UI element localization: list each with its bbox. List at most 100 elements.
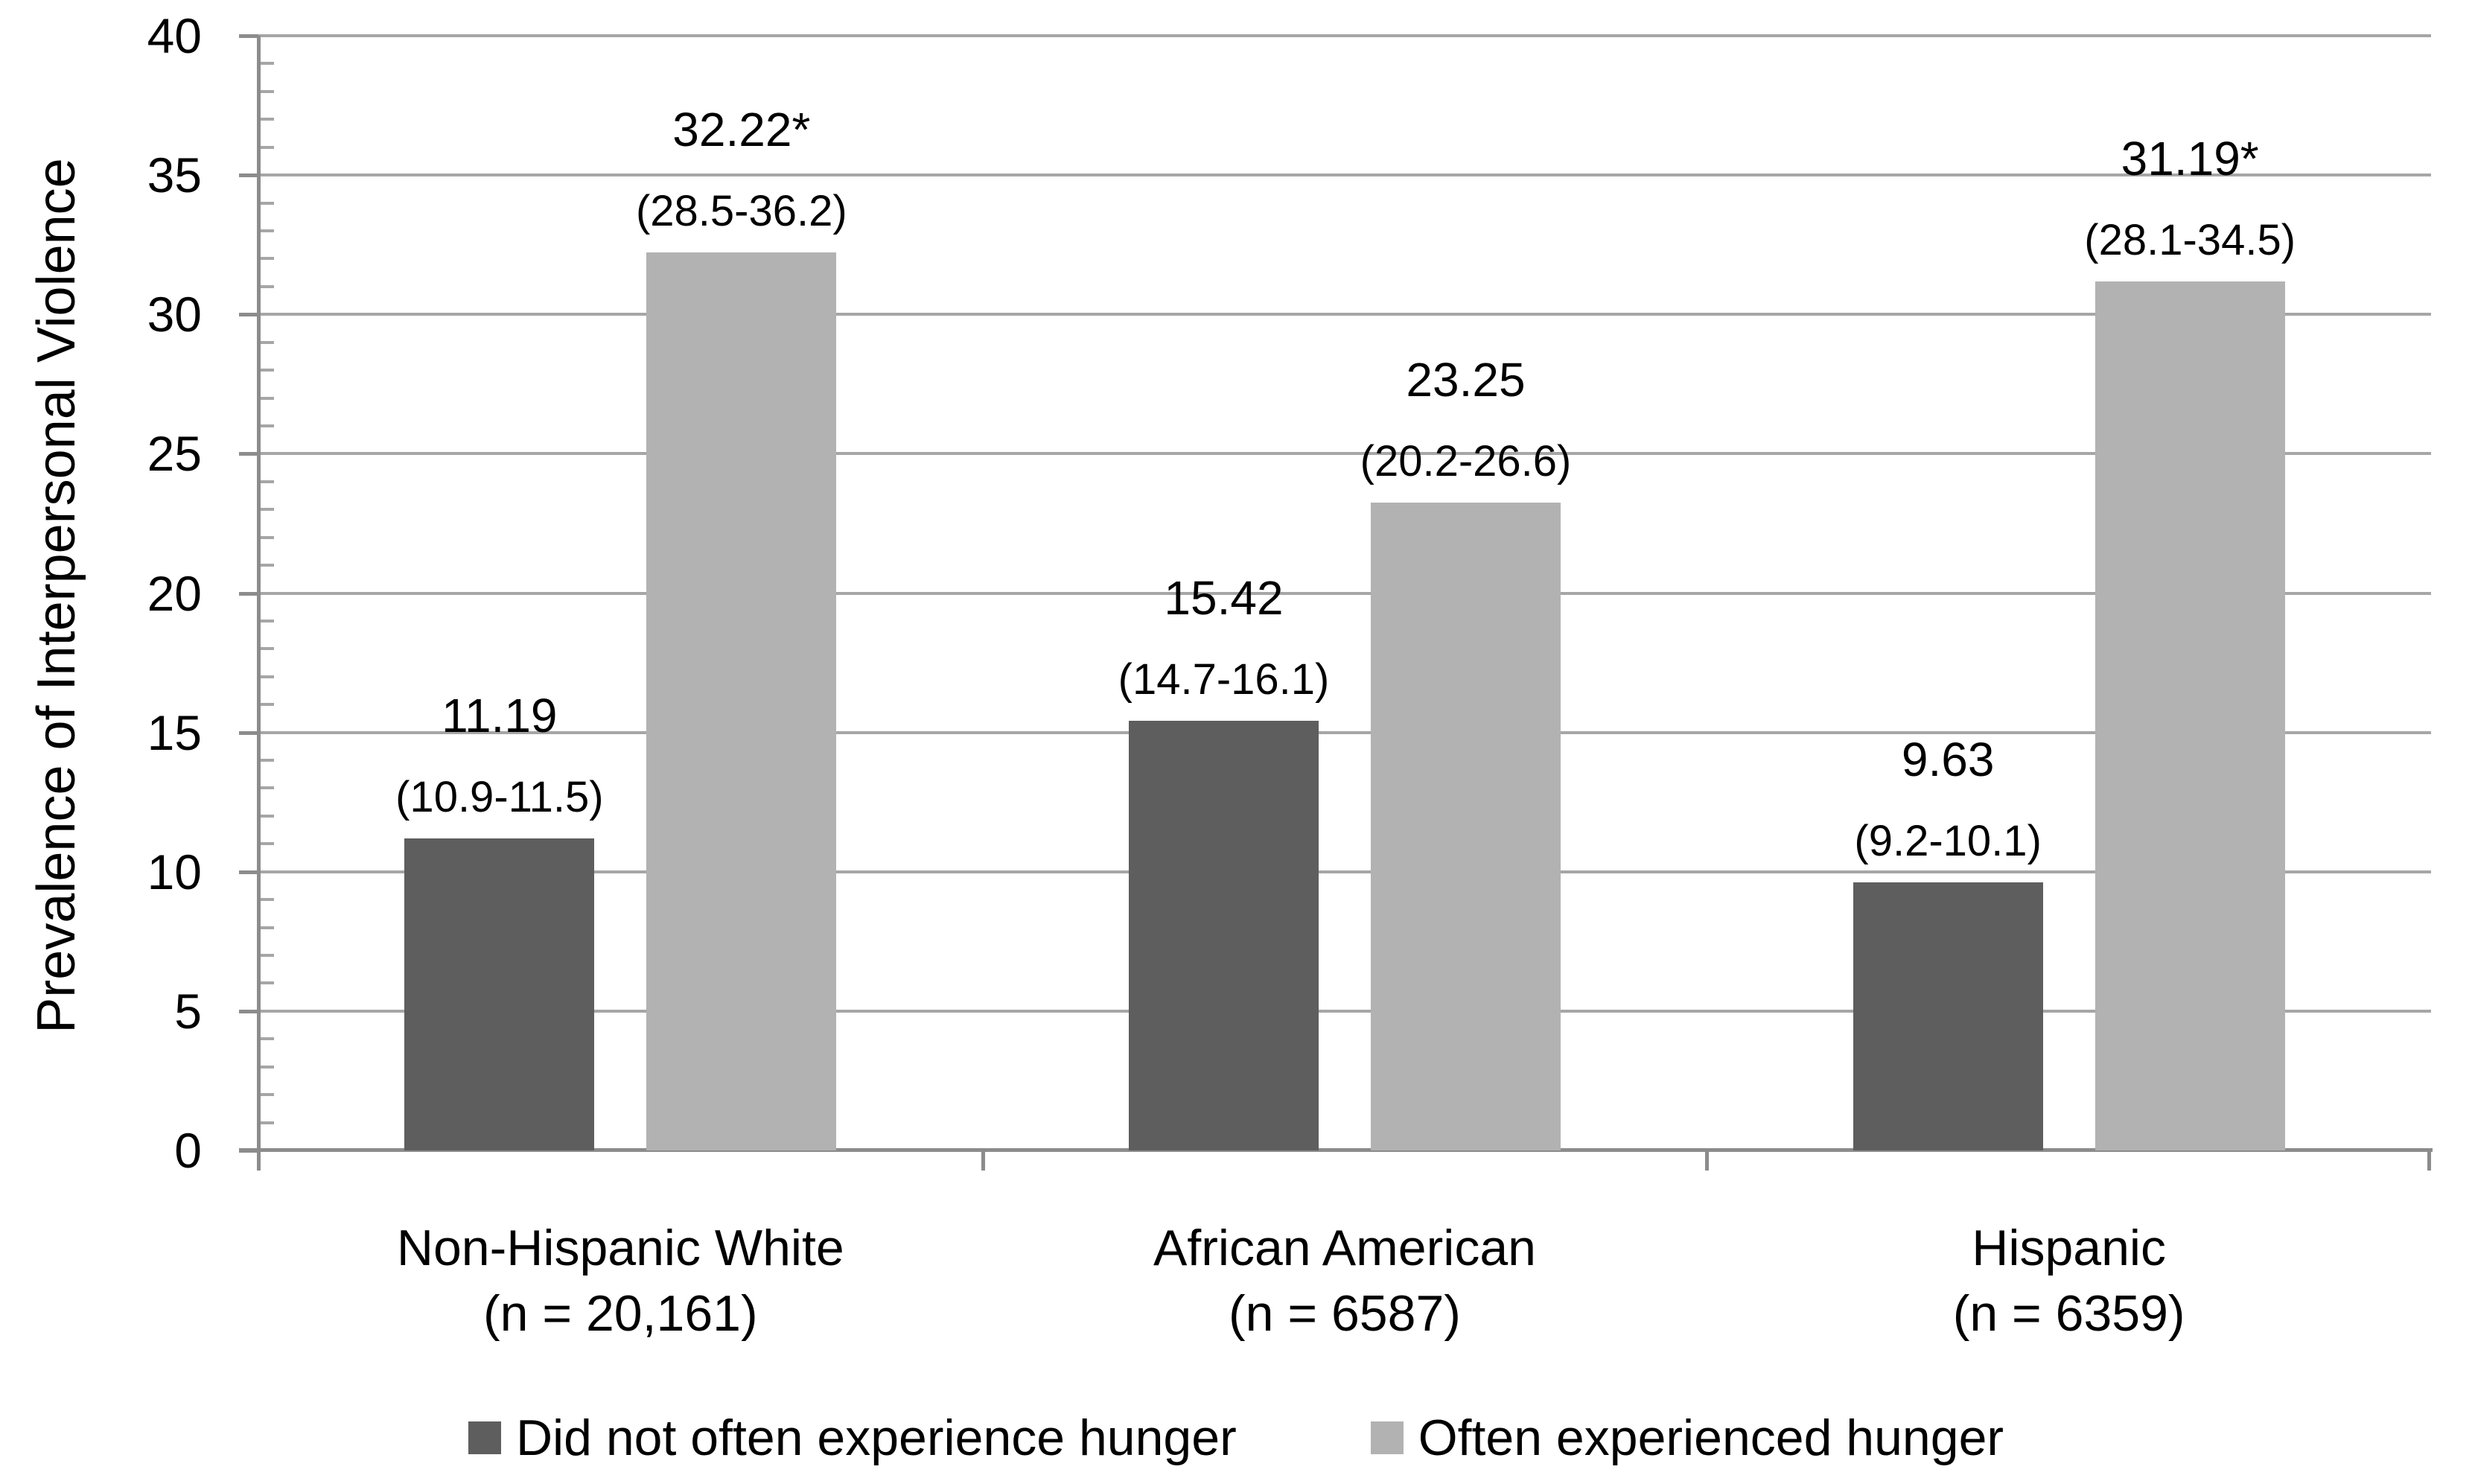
y-major-tick	[239, 1009, 258, 1013]
category-group: 15.42 (14.7-16.1) 23.25 (20.2-26.6)	[983, 36, 1707, 1150]
y-minor-tick	[258, 257, 274, 261]
x-axis-line	[239, 1148, 2433, 1152]
y-minor-tick	[258, 926, 274, 929]
y-minor-tick	[258, 1121, 274, 1124]
bar-value-label: 11.19	[442, 689, 558, 743]
legend-swatch	[468, 1421, 501, 1454]
gridline	[258, 452, 2431, 456]
y-major-tick	[239, 730, 258, 735]
bar	[646, 252, 837, 1150]
y-minor-tick	[258, 480, 274, 483]
category-label: Hispanic (n = 6359)	[1707, 1215, 2431, 1346]
y-minor-tick	[258, 201, 274, 205]
y-minor-tick	[258, 396, 274, 400]
y-minor-tick	[258, 898, 274, 902]
y-minor-tick	[258, 62, 274, 66]
y-minor-tick	[258, 675, 274, 678]
y-axis-tick-label: 40	[147, 8, 202, 63]
bar	[1853, 882, 2043, 1150]
y-minor-tick	[258, 89, 274, 93]
category-sample-size: (n = 20,161)	[483, 1285, 758, 1342]
y-minor-tick	[258, 647, 274, 651]
y-axis-tick-label: 10	[147, 844, 202, 899]
y-major-tick	[239, 870, 258, 874]
y-minor-tick	[258, 145, 274, 149]
category-group: 9.63 (9.2-10.1) 31.19* (28.1-34.5)	[1707, 36, 2431, 1150]
bar	[404, 838, 595, 1150]
legend-label: Did not often experience hunger	[515, 1409, 1237, 1466]
category-name: Non-Hispanic White	[396, 1220, 844, 1276]
y-axis-tick-label: 20	[147, 565, 202, 621]
y-axis-tick-label: 5	[174, 983, 202, 1039]
y-axis-line	[257, 36, 261, 1171]
gridline	[258, 730, 2431, 734]
y-major-tick	[239, 452, 258, 456]
y-axis-tick-label: 0	[174, 1123, 202, 1178]
legend: Did not often experience hunger Often exp…	[0, 1404, 2472, 1471]
gridline	[258, 1009, 2431, 1013]
gridline	[258, 173, 2431, 177]
bar	[1128, 720, 1319, 1150]
gridline	[258, 591, 2431, 595]
category-boundary-tick	[981, 1150, 985, 1171]
bar-ci-label: (20.2-26.6)	[1360, 436, 1572, 485]
y-major-tick	[239, 34, 258, 38]
bar-value-label: 31.19*	[2121, 131, 2259, 185]
y-minor-tick	[258, 786, 274, 790]
legend-label: Often experienced hunger	[1418, 1409, 2004, 1466]
category-sample-size: (n = 6359)	[1952, 1285, 2185, 1342]
y-minor-tick	[258, 981, 274, 985]
bar-ci-label: (28.5-36.2)	[635, 187, 847, 236]
y-minor-tick	[258, 118, 274, 121]
bar	[1370, 502, 1561, 1150]
bar-ci-label: (28.1-34.5)	[2084, 215, 2296, 264]
y-minor-tick	[258, 814, 274, 818]
y-minor-tick	[258, 340, 274, 344]
bar-label: 9.63 (9.2-10.1)	[1854, 719, 2041, 882]
plot-area: 11.19 (10.9-11.5) 32.22* (28.5-36.2) 15.42 (1…	[239, 34, 2433, 1171]
y-major-tick	[239, 313, 258, 317]
y-minor-tick	[258, 229, 274, 232]
category-label: African American (n = 6587)	[983, 1215, 1707, 1346]
y-axis-tick-label: 35	[147, 147, 202, 203]
y-minor-tick	[258, 703, 274, 707]
bar-value-label: 9.63	[1901, 732, 1995, 786]
category-name: Hispanic	[1972, 1220, 2167, 1276]
y-major-tick	[239, 591, 258, 596]
bar-ci-label: (10.9-11.5)	[395, 773, 604, 822]
legend-item: Did not often experience hunger	[468, 1410, 1237, 1466]
y-minor-tick	[258, 564, 274, 567]
bar-value-label: 15.42	[1164, 570, 1284, 625]
y-minor-tick	[258, 535, 274, 539]
bar-label: 11.19 (10.9-11.5)	[395, 675, 603, 838]
y-major-tick	[239, 173, 258, 178]
legend-item: Often experienced hunger	[1370, 1409, 2004, 1466]
y-axis-tick-label: 15	[147, 704, 202, 760]
y-minor-tick	[258, 1065, 274, 1069]
y-minor-tick	[258, 619, 274, 622]
gridline	[258, 34, 2431, 37]
category-boundary-tick	[2427, 1150, 2431, 1171]
y-minor-tick	[258, 954, 274, 958]
bar-ci-label: (14.7-16.1)	[1118, 655, 1330, 704]
bar-label: 23.25 (20.2-26.6)	[1360, 339, 1572, 503]
bar-value-label: 23.25	[1406, 352, 1526, 407]
y-axis-tick-label: 25	[147, 426, 202, 482]
y-minor-tick	[258, 1093, 274, 1097]
category-name: African American	[1153, 1220, 1536, 1276]
bar-value-label: 32.22*	[672, 103, 811, 157]
y-minor-tick	[258, 842, 274, 846]
bar-label: 15.42 (14.7-16.1)	[1118, 557, 1330, 721]
bar-ci-label: (9.2-10.1)	[1854, 816, 2042, 865]
legend-swatch	[1370, 1421, 1404, 1454]
y-minor-tick	[258, 369, 274, 372]
bar	[2094, 281, 2285, 1150]
gridline	[258, 870, 2431, 873]
category-label: Non-Hispanic White (n = 20,161)	[258, 1215, 983, 1346]
y-minor-tick	[258, 508, 274, 512]
y-minor-tick	[258, 424, 274, 427]
y-minor-tick	[258, 1037, 274, 1041]
y-axis-tick-label: 30	[147, 287, 202, 343]
y-minor-tick	[258, 284, 274, 288]
